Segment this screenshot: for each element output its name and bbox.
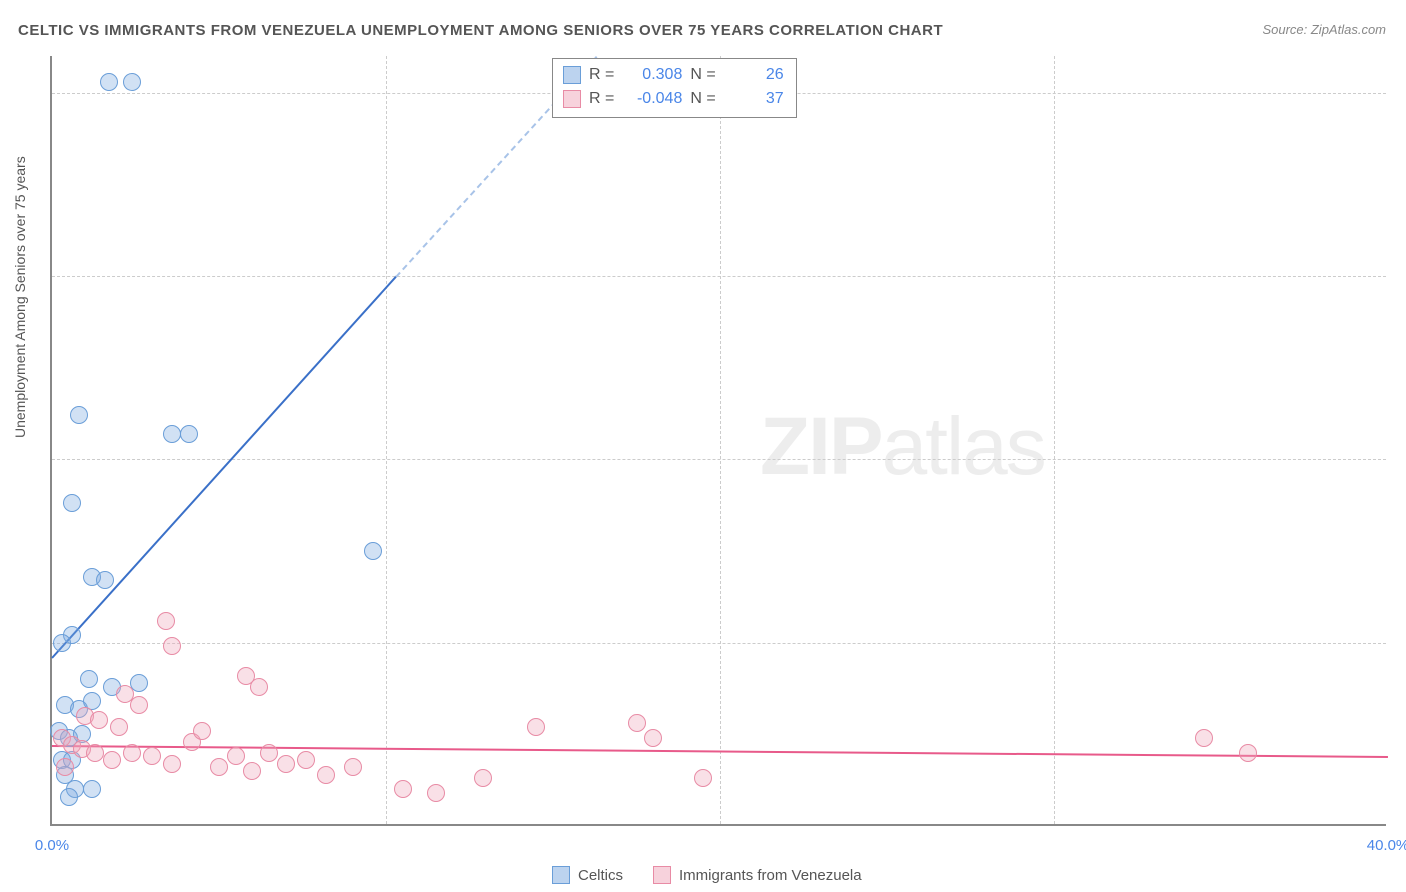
data-point bbox=[163, 425, 181, 443]
data-point bbox=[157, 612, 175, 630]
data-point bbox=[163, 755, 181, 773]
data-point bbox=[1239, 744, 1257, 762]
data-point bbox=[63, 494, 81, 512]
data-point bbox=[394, 780, 412, 798]
data-point bbox=[427, 784, 445, 802]
legend-item-venezuela: Immigrants from Venezuela bbox=[653, 866, 862, 884]
data-point bbox=[130, 696, 148, 714]
data-point bbox=[163, 637, 181, 655]
data-point bbox=[210, 758, 228, 776]
gridline bbox=[52, 459, 1386, 460]
data-point bbox=[56, 758, 74, 776]
data-point bbox=[243, 762, 261, 780]
data-point bbox=[694, 769, 712, 787]
data-point bbox=[90, 711, 108, 729]
data-point bbox=[260, 744, 278, 762]
swatch-icon bbox=[653, 866, 671, 884]
x-tick-label: 0.0% bbox=[35, 837, 69, 854]
data-point bbox=[527, 718, 545, 736]
stats-row-venezuela: R = -0.048 N = 37 bbox=[563, 87, 784, 111]
data-point bbox=[80, 670, 98, 688]
data-point bbox=[193, 722, 211, 740]
data-point bbox=[60, 788, 78, 806]
correlation-chart: CELTIC VS IMMIGRANTS FROM VENEZUELA UNEM… bbox=[0, 0, 1406, 892]
data-point bbox=[644, 729, 662, 747]
data-point bbox=[110, 718, 128, 736]
legend-item-celtics: Celtics bbox=[552, 866, 623, 884]
data-point bbox=[86, 744, 104, 762]
data-point bbox=[83, 780, 101, 798]
data-point bbox=[628, 714, 646, 732]
swatch-icon bbox=[563, 66, 581, 84]
data-point bbox=[53, 634, 71, 652]
x-tick-label: 40.0% bbox=[1367, 837, 1406, 854]
stats-legend-box: R = 0.308 N = 26 R = -0.048 N = 37 bbox=[552, 58, 797, 118]
bottom-legend: Celtics Immigrants from Venezuela bbox=[552, 866, 862, 884]
gridline bbox=[52, 643, 1386, 644]
data-point bbox=[123, 744, 141, 762]
swatch-icon bbox=[563, 90, 581, 108]
data-point bbox=[143, 747, 161, 765]
data-point bbox=[100, 73, 118, 91]
data-point bbox=[317, 766, 335, 784]
data-point bbox=[70, 406, 88, 424]
data-point bbox=[103, 751, 121, 769]
plot-area: 25.0%50.0%75.0%100.0%0.0%40.0% bbox=[50, 56, 1386, 826]
data-point bbox=[96, 571, 114, 589]
data-point bbox=[227, 747, 245, 765]
data-point bbox=[250, 678, 268, 696]
gridline bbox=[52, 276, 1386, 277]
gridline bbox=[720, 56, 721, 824]
stats-row-celtics: R = 0.308 N = 26 bbox=[563, 63, 784, 87]
data-point bbox=[364, 542, 382, 560]
data-point bbox=[1195, 729, 1213, 747]
data-point bbox=[277, 755, 295, 773]
data-point bbox=[123, 73, 141, 91]
gridline bbox=[386, 56, 387, 824]
data-point bbox=[344, 758, 362, 776]
data-point bbox=[474, 769, 492, 787]
swatch-icon bbox=[552, 866, 570, 884]
chart-source: Source: ZipAtlas.com bbox=[1262, 22, 1386, 37]
data-point bbox=[180, 425, 198, 443]
data-point bbox=[297, 751, 315, 769]
y-axis-label: Unemployment Among Seniors over 75 years bbox=[12, 156, 28, 438]
trend-line bbox=[51, 276, 397, 659]
gridline bbox=[1054, 56, 1055, 824]
chart-title: CELTIC VS IMMIGRANTS FROM VENEZUELA UNEM… bbox=[18, 22, 943, 39]
